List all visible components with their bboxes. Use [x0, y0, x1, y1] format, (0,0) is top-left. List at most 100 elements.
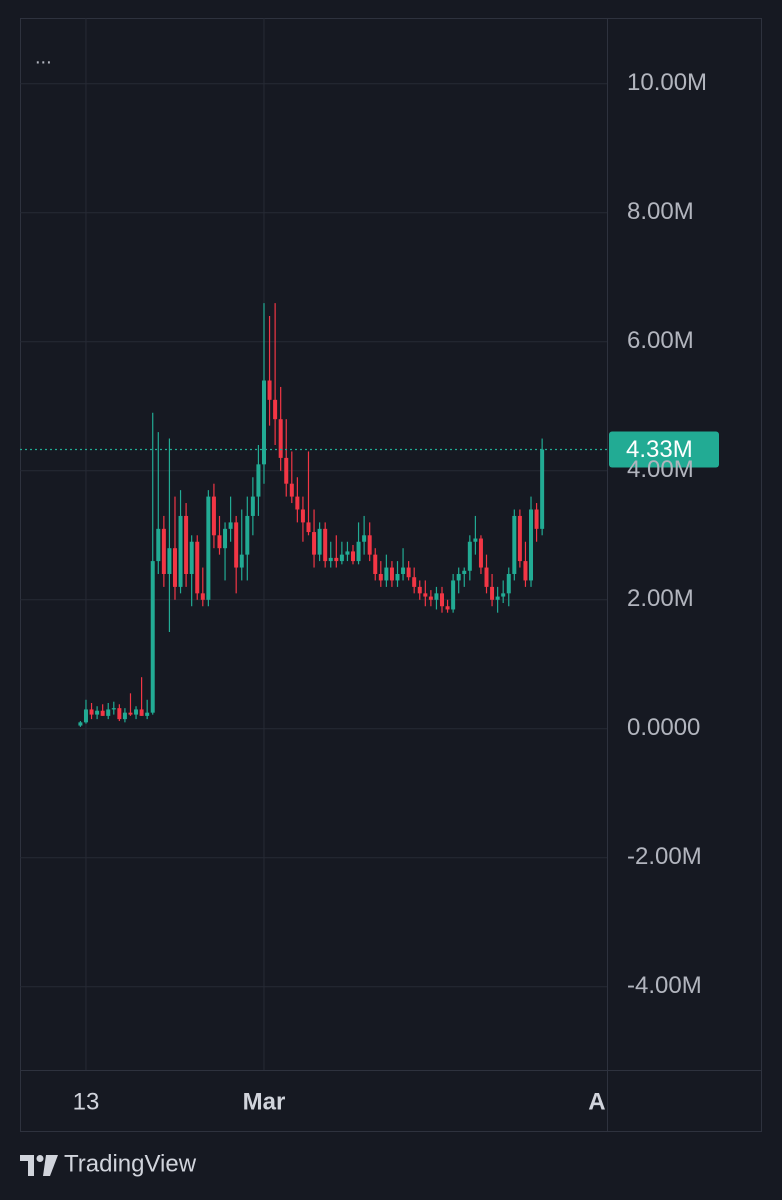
legend-menu[interactable]: ... [35, 46, 52, 68]
candle-body [223, 528, 228, 549]
candle-body [478, 538, 483, 568]
candle-body [195, 541, 200, 594]
candle-body [328, 557, 333, 562]
logo-shape [36, 1155, 44, 1162]
candle-body [122, 712, 127, 720]
x-axis-labels: 13 Mar Apr [73, 1088, 629, 1115]
candle-body [273, 399, 278, 420]
candle-body [178, 515, 183, 587]
candle-body [534, 509, 539, 529]
x-tick-label: Apr [588, 1088, 629, 1115]
y-tick-label: 0.0000 [627, 714, 700, 741]
candle-body [312, 532, 317, 555]
candle-body [484, 567, 489, 587]
candle-body [440, 593, 445, 607]
candle-body [356, 541, 361, 562]
x-tick-label: 13 [73, 1088, 100, 1115]
candle-body [117, 708, 122, 720]
candle-body [412, 577, 417, 587]
candle-body [423, 593, 428, 597]
candle-body [139, 709, 144, 716]
candle-body [317, 528, 322, 555]
candle-body [384, 567, 389, 581]
y-tick-label: 10.00M [627, 69, 707, 96]
candle-body [250, 496, 255, 516]
candle-body [134, 709, 139, 715]
candle-body [239, 554, 244, 568]
candle-body [289, 483, 294, 497]
candle-body [540, 449, 545, 529]
candle-body [256, 464, 261, 497]
candle-body [211, 496, 216, 536]
candle-body [451, 580, 456, 610]
candle-body [184, 515, 189, 574]
candle-body [417, 586, 422, 594]
candle-body [334, 557, 339, 562]
candle-body [234, 522, 239, 568]
candle-body [462, 570, 467, 574]
candle-body [362, 535, 367, 542]
candle-body [501, 593, 506, 597]
y-tick-label: -2.00M [627, 843, 702, 870]
candle-body [145, 712, 150, 716]
candle-body [106, 709, 111, 716]
candle-body [456, 573, 461, 581]
candle-body [395, 573, 400, 581]
candle-body [189, 541, 194, 574]
last-price-box [609, 431, 719, 468]
candle-body [406, 567, 411, 578]
candle-body [306, 522, 311, 533]
y-tick-label: 8.00M [627, 198, 694, 225]
candle-body [512, 515, 517, 574]
logo-shape [43, 1155, 58, 1176]
candles [78, 303, 545, 727]
y-tick-label: 2.00M [627, 585, 694, 612]
candle-body [473, 538, 478, 542]
candle-body [373, 554, 378, 574]
candle-body [339, 554, 344, 562]
candle-body [156, 528, 161, 562]
candle-body [267, 380, 272, 400]
brand-name: TradingView [64, 1150, 197, 1177]
candle-body [445, 606, 450, 610]
candle-body [506, 573, 511, 594]
y-tick-label: -4.00M [627, 972, 702, 999]
candle-body [245, 515, 250, 555]
y-tick-label: 6.00M [627, 327, 694, 354]
candle-body [367, 535, 372, 555]
grid [20, 18, 607, 1070]
candle-body [428, 596, 433, 600]
candle-body [200, 593, 205, 600]
candle-body [95, 710, 100, 715]
candle-body [100, 710, 105, 716]
candle-body [284, 457, 289, 484]
candle-body [111, 708, 116, 710]
candle-body [228, 522, 233, 529]
candle-body [89, 709, 94, 715]
candle-body [389, 567, 394, 581]
candle-body [401, 567, 406, 574]
candle-body [300, 509, 305, 523]
candle-body [529, 509, 534, 581]
candle-body [172, 548, 177, 587]
candle-body [167, 548, 172, 574]
candle-body [345, 551, 350, 555]
candle-body [495, 596, 500, 600]
candle-body [323, 528, 328, 562]
candle-body [467, 541, 472, 571]
candle-body [128, 712, 133, 715]
candle-body [83, 709, 88, 723]
candle-body [434, 593, 439, 600]
y-tick-label: 4.00M [627, 456, 694, 483]
candle-body [161, 528, 166, 574]
candle-body [350, 551, 355, 562]
candle-body [261, 380, 266, 465]
candle-body [217, 535, 222, 549]
candle-body [206, 496, 211, 600]
candle-body [295, 496, 300, 510]
overlay: 4.33M [20, 431, 719, 468]
candle-body [378, 573, 383, 581]
candle-body [517, 515, 522, 562]
last-price-label: 4.33M [626, 436, 693, 463]
